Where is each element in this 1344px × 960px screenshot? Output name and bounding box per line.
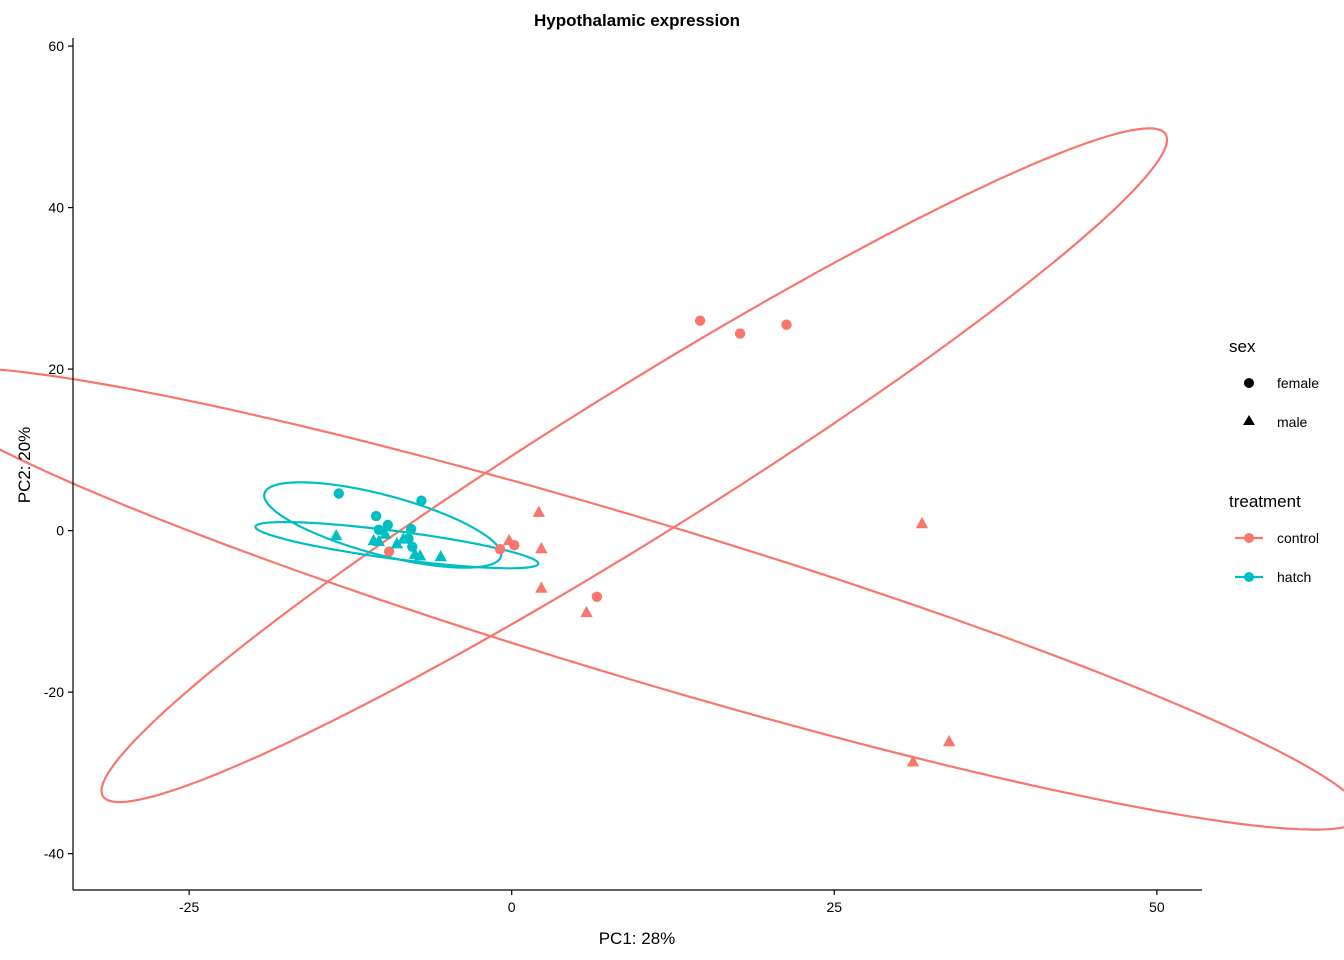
y-tick-label: 20: [48, 361, 64, 377]
x-axis-ticks: -25 0 25 50: [179, 890, 1165, 915]
point-hatch-female: [333, 488, 344, 499]
point-control-male: [535, 541, 548, 554]
point-control-female: [494, 544, 506, 555]
point-hatch-female: [371, 510, 382, 522]
point-control-male: [906, 755, 920, 767]
x-tick-label: 0: [508, 899, 516, 915]
point-hatch-female: [416, 495, 427, 506]
ellipse-hatch-female: [263, 481, 503, 569]
y-tick-label: 0: [56, 523, 64, 539]
point-hatch-male: [372, 534, 385, 546]
point-control-female: [734, 328, 746, 339]
point-control-male: [502, 533, 516, 546]
data-points: [330, 315, 956, 767]
legend-sex-title: sex: [1229, 337, 1256, 356]
y-axis-ticks: -40 -20 0 20 40 60: [44, 38, 73, 862]
legend-control-label: control: [1277, 530, 1319, 546]
x-tick-label: -25: [179, 899, 199, 915]
y-tick-label: 60: [48, 38, 64, 54]
point-control-male: [942, 734, 956, 747]
ellipse-hatch-male: [254, 520, 540, 570]
point-hatch-female: [373, 524, 384, 535]
point-hatch-male: [390, 537, 403, 549]
ellipse-control-female: [100, 127, 1169, 804]
point-control-male: [532, 505, 545, 517]
point-hatch-female: [405, 523, 417, 535]
point-control-female: [694, 315, 706, 326]
point-hatch-male: [413, 549, 427, 561]
legend-male-symbol: [1243, 415, 1255, 425]
point-hatch-male: [434, 550, 447, 562]
y-tick-label: -40: [44, 846, 64, 862]
y-tick-label: -20: [44, 684, 64, 700]
legend-hatch-symbol: [1244, 572, 1254, 582]
legend-control-symbol: [1244, 533, 1254, 543]
point-control-female: [781, 319, 792, 330]
point-control-male: [580, 605, 593, 618]
ellipse-control-male: [0, 368, 1344, 831]
x-axis-label: PC1: 28%: [599, 929, 676, 948]
legend-sex: sex female male: [1229, 337, 1319, 430]
point-control-male: [535, 581, 548, 593]
legend-hatch-label: hatch: [1277, 569, 1311, 585]
legend-treatment-title: treatment: [1229, 492, 1301, 511]
y-tick-label: 40: [48, 200, 64, 216]
point-control-female: [591, 591, 603, 602]
x-tick-label: 50: [1149, 899, 1165, 915]
confidence-ellipses: [0, 127, 1344, 831]
chart-title: Hypothalamic expression: [534, 11, 740, 30]
legend-female-label: female: [1277, 375, 1319, 391]
legend-female-symbol: [1244, 378, 1254, 388]
x-tick-label: 25: [826, 899, 842, 915]
point-hatch-male: [379, 527, 392, 539]
point-hatch-male: [397, 532, 410, 544]
y-axis-label: PC2: 20%: [15, 427, 34, 504]
point-control-female: [383, 546, 395, 557]
point-control-male: [915, 516, 929, 529]
legend-male-label: male: [1277, 414, 1308, 430]
point-hatch-male: [330, 529, 343, 541]
legend-treatment: treatment control hatch: [1229, 492, 1319, 585]
point-hatch-female: [382, 519, 393, 531]
